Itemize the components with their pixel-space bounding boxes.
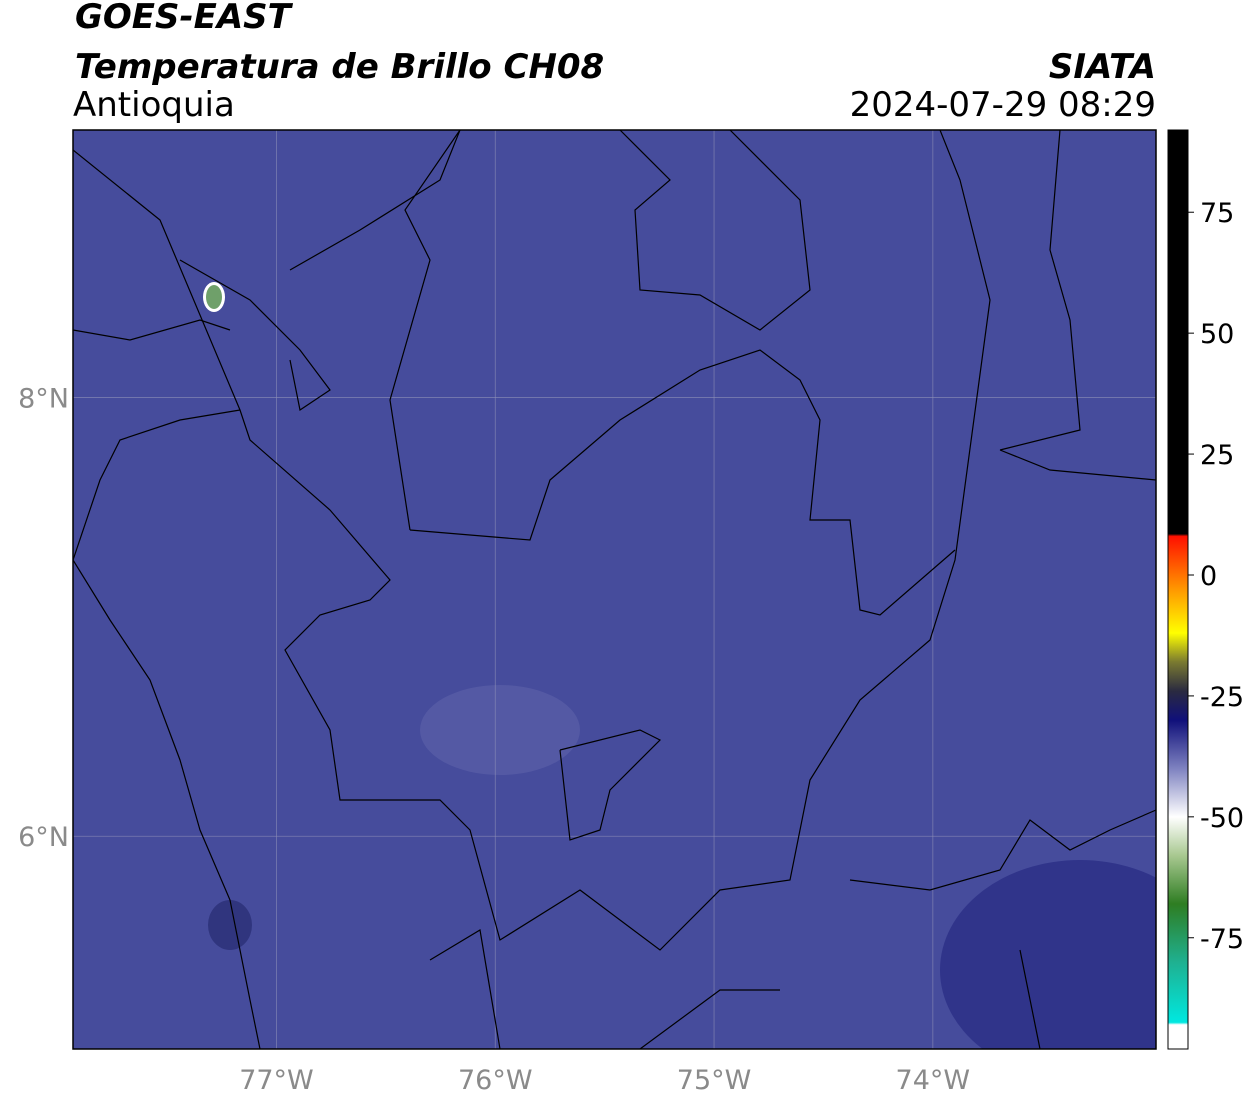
x-tick-label: 76°W	[458, 1065, 533, 1096]
y-tick-label: 6°N	[18, 822, 69, 853]
colorbar-tick-label: 50	[1200, 319, 1234, 350]
boundary	[73, 130, 991, 951]
boundary	[409, 349, 956, 616]
colorbar-tick-label: 75	[1200, 198, 1234, 229]
colorbar-tick-label: -75	[1200, 924, 1244, 955]
coastline	[73, 130, 461, 1049]
boundary	[559, 130, 1156, 1049]
boundary	[619, 130, 811, 331]
coastline	[73, 259, 331, 561]
colorbar-tick-label: 25	[1200, 440, 1234, 471]
cloud-patch	[420, 685, 580, 775]
colorbar-tick-label: -25	[1200, 682, 1244, 713]
y-tick-label: 8°N	[18, 384, 69, 415]
map-frame	[72, 129, 1157, 1050]
title: GOES-EAST	[75, 0, 294, 37]
colorbar-tick-label: -50	[1200, 803, 1244, 834]
x-tick-label: 75°W	[677, 1065, 752, 1096]
cold-patch	[940, 860, 1156, 1049]
subtitle: Temperatura de Brillo CH08	[75, 47, 604, 87]
boundary	[429, 809, 1156, 1049]
x-tick-label: 74°W	[896, 1065, 971, 1096]
region: Antioquia	[73, 85, 235, 125]
map-features	[73, 130, 1156, 1049]
cloud-top	[206, 285, 222, 309]
datetime: 2024-07-29 08:29	[850, 85, 1156, 125]
colorbar-tick-label: 0	[1200, 561, 1217, 592]
x-tick-label: 77°W	[239, 1065, 314, 1096]
cold-patch	[208, 900, 252, 950]
colorbar	[1167, 129, 1189, 1050]
boundary	[389, 130, 461, 531]
map-background	[73, 130, 1156, 1049]
source: SIATA	[1049, 47, 1156, 87]
